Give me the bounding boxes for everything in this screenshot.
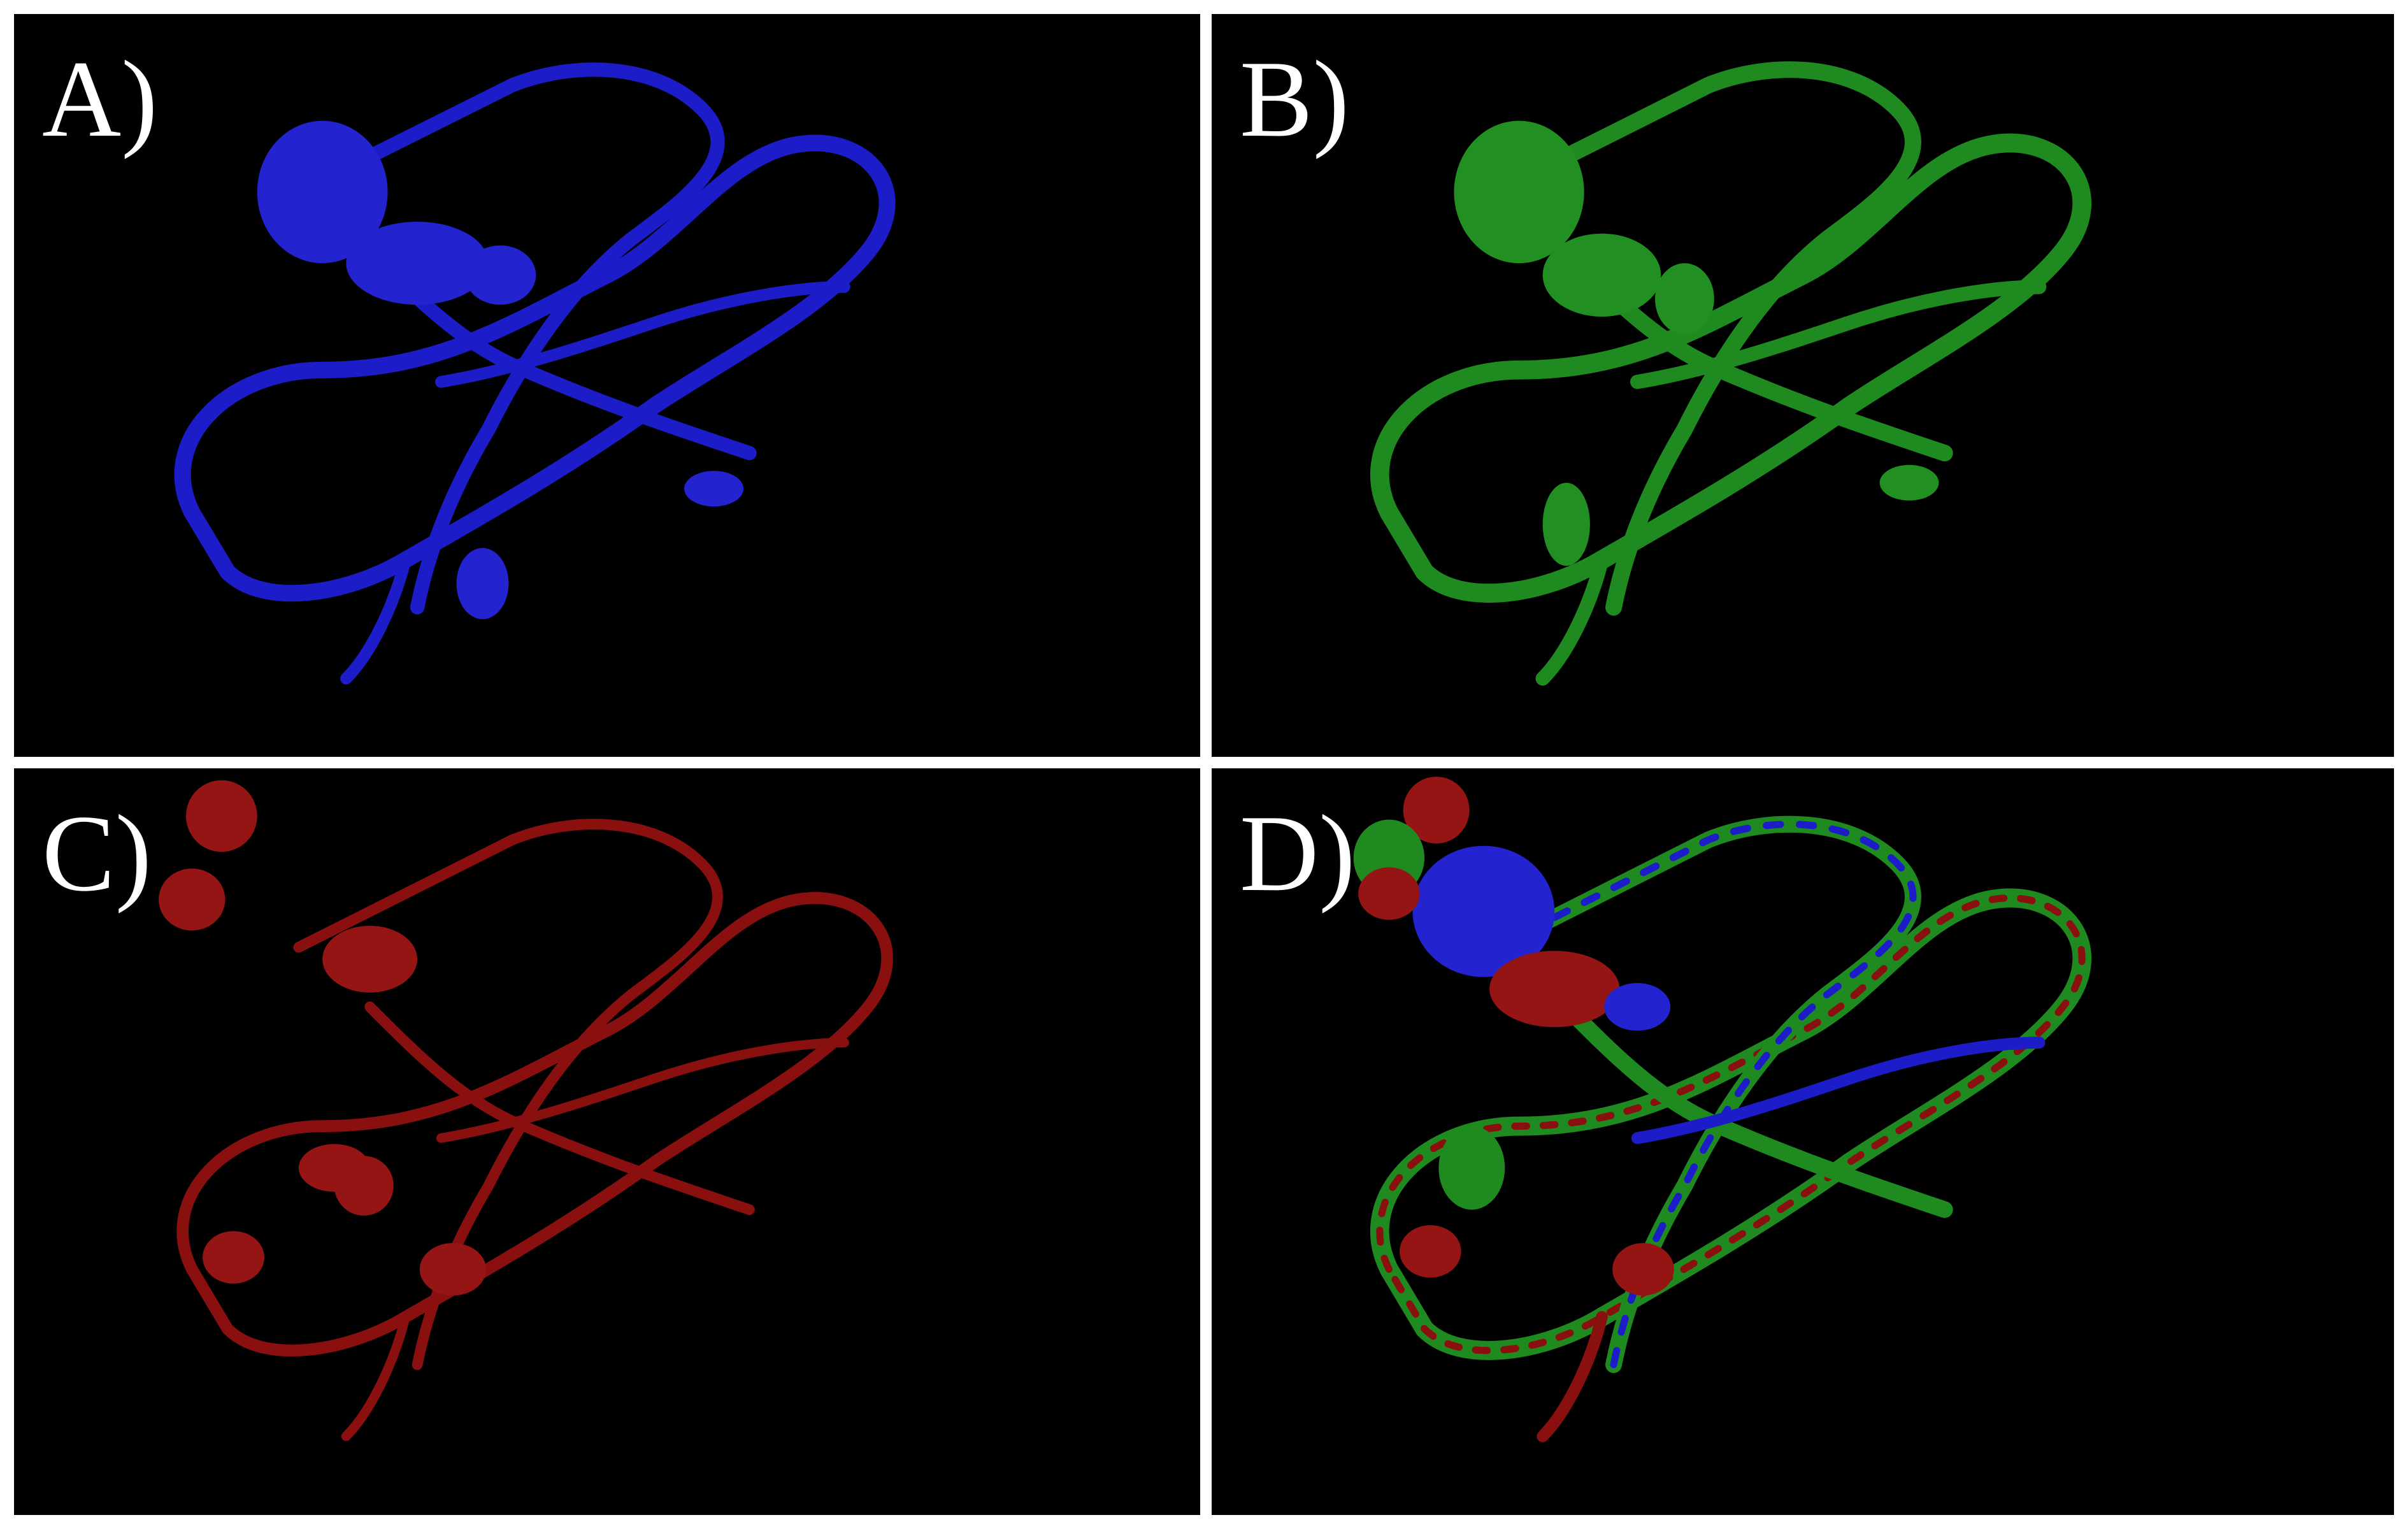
panel-label-b: B) [1240, 39, 1349, 160]
panel-label-a: A) [42, 39, 158, 160]
panel-d-render [1353, 777, 2091, 1442]
panel-c-render [159, 780, 893, 1441]
panel-label-d: D) [1240, 793, 1356, 914]
panel-d: D) [1212, 768, 2394, 1515]
panel-c: C) [14, 768, 1200, 1515]
panel-b: B) [1212, 14, 2394, 757]
blue-blobs [257, 120, 744, 619]
panel-b-render [1370, 61, 2091, 686]
panel-label-c: C) [42, 793, 152, 914]
green-blobs [1454, 120, 1939, 566]
molecular-surface-red [176, 819, 893, 1441]
overlay-blobs [1353, 777, 1674, 1296]
red-blobs [159, 780, 487, 1296]
panel-a-render [174, 62, 896, 685]
panel-a: A) [14, 14, 1200, 757]
